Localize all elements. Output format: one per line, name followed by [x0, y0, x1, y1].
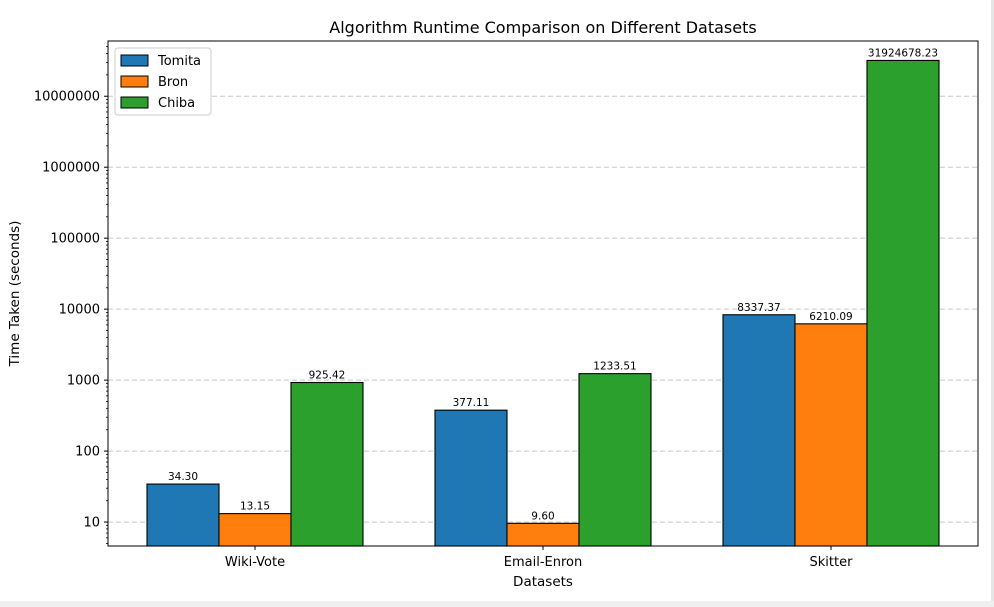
bar-value-labels: 34.30 13.15 925.42 377.11 9.60 1233.51 8337.37…	[168, 47, 938, 522]
legend-label-tomita: Tomita	[157, 54, 201, 69]
x-tick-label: Skitter	[810, 555, 854, 570]
bar-value-label: 6210.09	[809, 311, 852, 323]
window-right-edge	[991, 0, 994, 601]
x-tick-label: Email-Enron	[504, 555, 582, 570]
y-tick-label: 10000	[59, 303, 100, 318]
y-axis-ticks: 10 100 1000 10000 100000 1000000 10000000	[34, 46, 108, 544]
bars	[146, 59, 940, 547]
bar-bron	[794, 323, 868, 547]
bar-value-label: 34.30	[168, 471, 198, 483]
bar-value-label: 8337.37	[737, 302, 780, 314]
x-tick-label: Wiki-Vote	[225, 555, 285, 570]
bar-chiba	[290, 381, 364, 547]
y-tick-label: 10000000	[34, 90, 100, 105]
chart-title: Algorithm Runtime Comparison on Differen…	[329, 18, 756, 37]
y-tick-label: 1000000	[42, 161, 100, 176]
legend-swatch-bron	[120, 75, 149, 88]
y-tick-label: 10	[83, 516, 100, 531]
window-bottom-strip	[0, 601, 994, 607]
bar-chiba	[578, 373, 652, 547]
bar-value-label: 31924678.23	[868, 47, 938, 59]
legend-label-bron: Bron	[158, 75, 188, 90]
bar-value-label: 925.42	[309, 370, 346, 382]
legend-swatch-chiba	[120, 96, 149, 109]
x-axis-ticks: Wiki-Vote Email-Enron Skitter	[225, 546, 853, 570]
y-tick-label: 100000	[50, 232, 100, 247]
y-tick-label: 100	[75, 445, 100, 460]
y-axis-label: Time Taken (seconds)	[7, 221, 23, 368]
bar-tomita	[722, 314, 796, 547]
bar-value-label: 1233.51	[593, 361, 636, 373]
bar-value-label: 377.11	[453, 397, 490, 409]
gridlines	[108, 95, 978, 523]
x-axis-label: Datasets	[513, 574, 573, 590]
bar-tomita	[434, 409, 508, 547]
bar-tomita	[146, 483, 220, 547]
bar-value-label: 13.15	[240, 501, 270, 513]
bar-bron	[506, 522, 580, 547]
legend-swatch-tomita	[120, 54, 149, 67]
legend-label-chiba: Chiba	[158, 96, 195, 111]
y-tick-label: 1000	[67, 374, 100, 389]
bar-value-label: 9.60	[531, 510, 554, 522]
legend: Tomita Bron Chiba	[114, 47, 212, 116]
bar-chiba	[866, 59, 940, 547]
bar-bron	[218, 513, 292, 547]
